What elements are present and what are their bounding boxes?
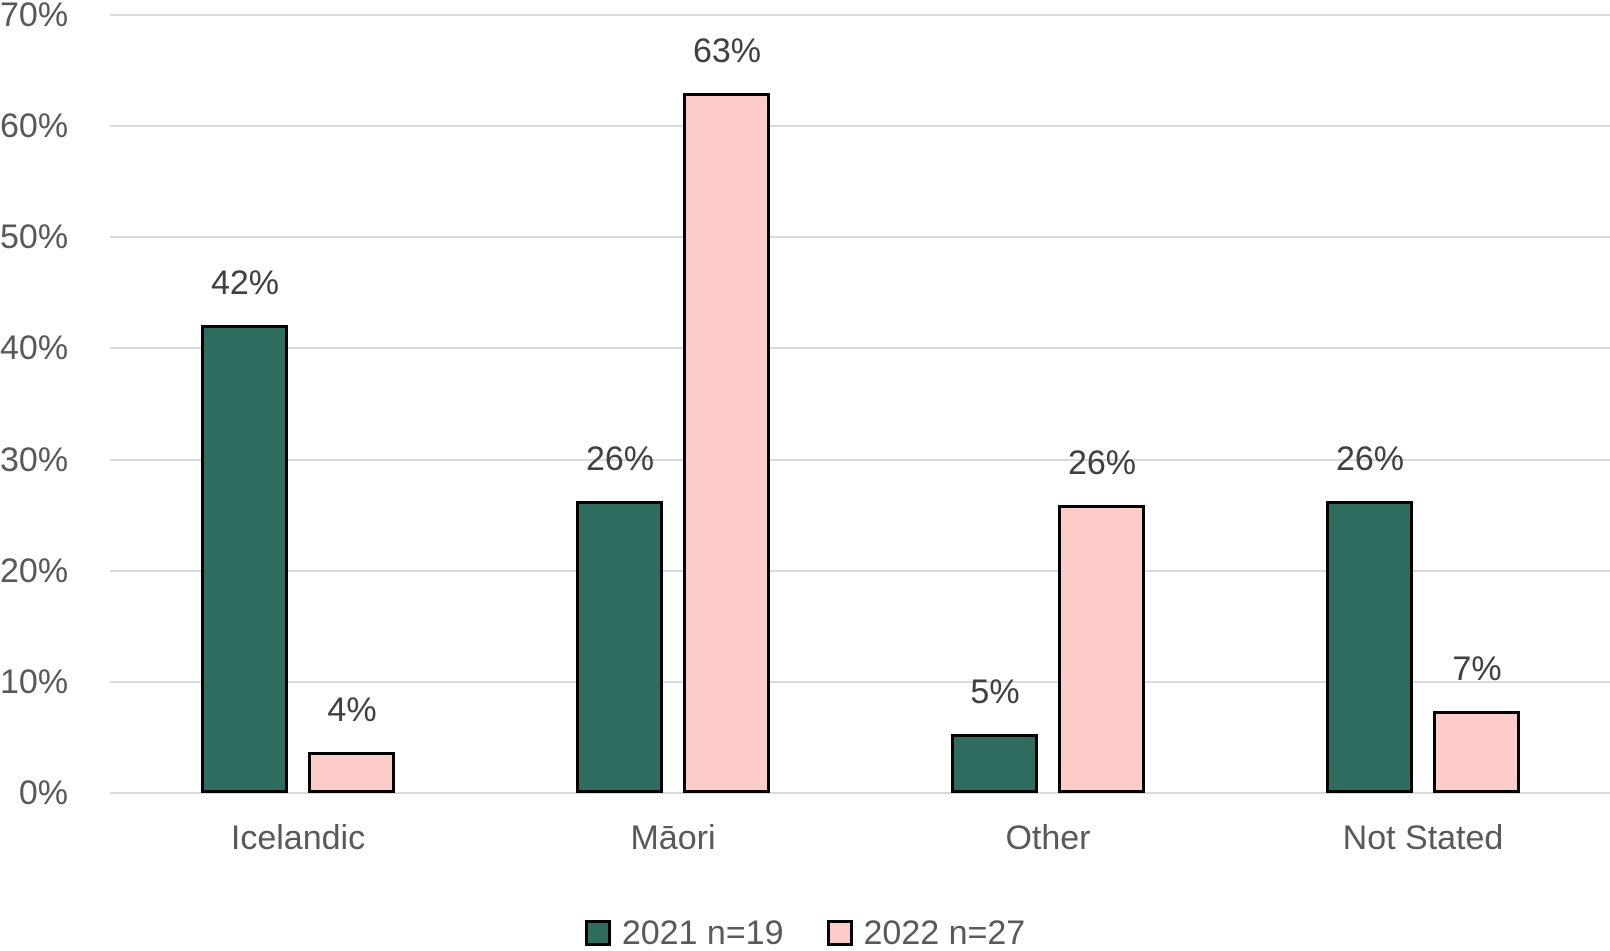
y-axis-tick-label-20: 20% xyxy=(0,552,69,590)
x-axis-label-other: Other xyxy=(1005,819,1091,857)
x-axis-label-m-ori: Māori xyxy=(630,819,716,857)
gridline-70 xyxy=(110,14,1610,16)
gridline-50 xyxy=(110,236,1610,238)
gridline-20 xyxy=(110,570,1610,572)
bar-2022-icelandic xyxy=(308,752,395,793)
bar-2022-m-ori xyxy=(683,93,770,793)
legend-item-2021: 2021 n=19 xyxy=(584,912,784,951)
bar-2021-icelandic xyxy=(201,325,288,793)
y-axis-tick-label-30: 30% xyxy=(0,441,69,479)
gridline-60 xyxy=(110,125,1610,127)
bar-2022-other xyxy=(1058,505,1145,793)
gridline-10 xyxy=(110,681,1610,683)
legend-item-2022: 2022 n=27 xyxy=(826,912,1026,951)
bar-2022-not-stated xyxy=(1433,711,1520,793)
y-axis-tick-label-50: 50% xyxy=(0,218,69,256)
gridline-30 xyxy=(110,459,1610,461)
data-label-2021-m-ori: 26% xyxy=(585,440,655,478)
legend-swatch-icon xyxy=(826,920,853,946)
x-axis-label-icelandic: Icelandic xyxy=(230,819,366,857)
data-label-2022-m-ori: 63% xyxy=(692,32,762,70)
bar-2021-other xyxy=(951,734,1038,793)
bar-2021-m-ori xyxy=(576,501,663,793)
data-label-2022-other: 26% xyxy=(1067,444,1137,482)
legend-label: 2021 n=19 xyxy=(621,914,784,951)
x-axis-label-not-stated: Not Stated xyxy=(1342,819,1504,857)
chart-legend: 2021 n=19 2022 n=27 xyxy=(0,910,1610,951)
legend-label: 2022 n=27 xyxy=(863,914,1026,951)
legend-swatch-icon xyxy=(584,920,611,946)
y-axis-tick-label-60: 60% xyxy=(0,107,69,145)
gridline-40 xyxy=(110,347,1610,349)
data-label-2022-not-stated: 7% xyxy=(1452,650,1502,688)
y-axis-tick-label-0: 0% xyxy=(18,774,68,812)
data-label-2022-icelandic: 4% xyxy=(327,691,377,729)
data-label-2021-icelandic: 42% xyxy=(210,264,280,302)
y-axis-tick-label-40: 40% xyxy=(0,329,69,367)
y-axis-tick-label-10: 10% xyxy=(0,663,69,701)
y-axis-tick-label-70: 70% xyxy=(0,0,69,34)
bar-2021-not-stated xyxy=(1326,501,1413,793)
data-label-2021-not-stated: 26% xyxy=(1335,440,1405,478)
gridline-0 xyxy=(110,792,1610,794)
data-label-2021-other: 5% xyxy=(970,673,1020,711)
